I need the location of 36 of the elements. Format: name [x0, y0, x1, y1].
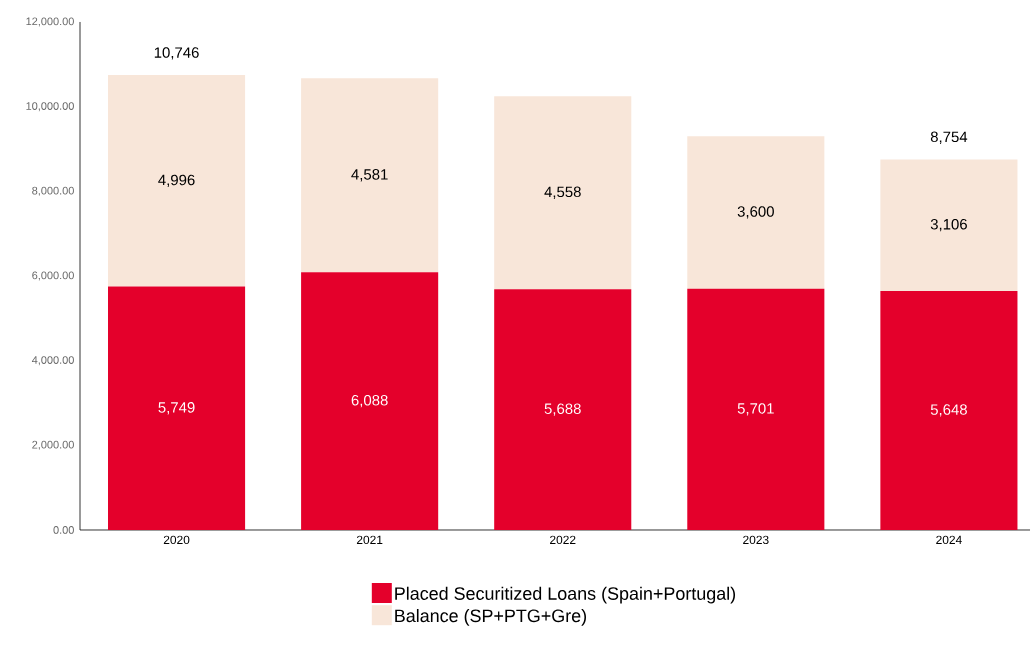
bar: [301, 78, 439, 273]
bar: [880, 290, 1018, 530]
data-label: 5,648: [930, 404, 967, 417]
data-label: 3,600: [737, 206, 774, 219]
y-tick-label: 2,000.00: [32, 440, 74, 450]
y-tick-label: 6,000.00: [32, 271, 74, 281]
bar: [108, 286, 246, 530]
data-label: 4,581: [351, 169, 388, 182]
y-tick-label: 12,000.00: [26, 17, 74, 27]
x-tick-label: 2022: [550, 535, 576, 545]
data-label: 6,088: [351, 394, 388, 408]
bar: [494, 289, 632, 530]
y-tick-label: 4,000.00: [31, 356, 74, 366]
total-label: 8,754: [930, 131, 968, 144]
data-label: 4,558: [544, 186, 581, 199]
x-tick-label: 2021: [356, 535, 383, 545]
x-tick-label: 2023: [743, 535, 769, 545]
bar: [880, 159, 1018, 291]
bar: [494, 96, 632, 290]
data-label: 3,106: [930, 218, 967, 232]
data-label: 5,749: [158, 402, 195, 415]
data-label: 5,688: [544, 403, 581, 416]
x-tick-label: 2024: [936, 535, 962, 545]
legend-label: Placed Securitized Loans (Spain+Portugal): [395, 586, 736, 604]
y-tick-label: 0.00: [53, 526, 74, 534]
bar: [301, 272, 439, 530]
data-label: 5,701: [737, 403, 774, 416]
x-tick-label: 2020: [163, 535, 190, 545]
bar: [108, 75, 246, 287]
legend-label: Balance (SP+PTG+Gre): [395, 608, 587, 626]
data-label: 4,996: [158, 174, 195, 188]
bar: [687, 288, 825, 530]
total-label: 10,746: [154, 47, 199, 60]
bar: [687, 136, 825, 289]
y-tick-label: 10,000.00: [26, 102, 74, 112]
y-tick-label: 8,000.00: [32, 186, 74, 196]
